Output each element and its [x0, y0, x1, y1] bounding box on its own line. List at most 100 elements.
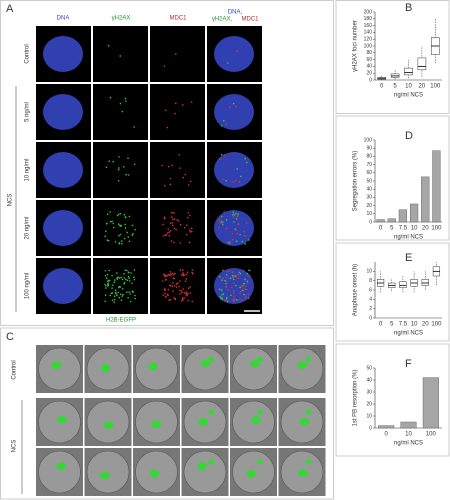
chromatin	[208, 459, 215, 465]
focus	[133, 276, 135, 279]
focus	[242, 289, 244, 292]
focus	[235, 299, 238, 301]
focus	[104, 300, 106, 303]
focus	[174, 298, 177, 301]
focus	[113, 295, 116, 297]
focus	[222, 119, 225, 122]
focus	[129, 300, 132, 303]
focus	[165, 278, 168, 281]
nucleus	[43, 268, 83, 304]
focus	[127, 157, 129, 160]
bar	[400, 421, 417, 429]
focus	[174, 53, 177, 56]
panel-e-frame	[335, 242, 450, 342]
nucleus	[43, 36, 83, 72]
focus	[119, 233, 122, 236]
focus	[248, 274, 251, 277]
focus	[167, 228, 170, 230]
focus	[126, 291, 128, 293]
focus	[225, 227, 228, 230]
focus	[112, 160, 114, 163]
focus	[118, 156, 120, 158]
x-axis-label: ng/ml NCS	[394, 331, 423, 337]
focus	[173, 218, 176, 220]
focus	[127, 174, 130, 176]
focus	[182, 272, 184, 274]
row-label: 5 ng/ml	[25, 102, 31, 122]
focus	[220, 297, 222, 300]
focus	[175, 283, 178, 285]
column-header: γH2AX,	[212, 17, 233, 23]
y-axis-label: Segregation errors (%)	[353, 151, 359, 212]
focus	[175, 102, 177, 105]
x-tick-label: 20	[422, 226, 429, 232]
focus	[130, 272, 132, 274]
panel-label: A	[6, 3, 14, 15]
focus	[235, 240, 238, 243]
y-tick-label: 10	[366, 211, 372, 217]
focus	[163, 216, 166, 219]
focus	[218, 221, 221, 223]
focus	[239, 286, 241, 289]
y-tick-label: 100	[364, 43, 373, 49]
focus	[239, 272, 242, 275]
micrograph	[150, 26, 205, 82]
chromatin	[297, 361, 308, 370]
focus	[241, 240, 244, 243]
focus	[225, 285, 227, 288]
y-tick-label: 2	[369, 306, 372, 312]
nucleus	[43, 152, 83, 188]
focus	[119, 212, 122, 215]
chromatin	[149, 469, 160, 478]
focus	[190, 101, 193, 103]
column-header: MDC1	[169, 16, 187, 22]
focus	[106, 239, 109, 241]
x-tick-label: 7.5	[399, 226, 408, 232]
focus	[226, 270, 229, 273]
focus	[128, 291, 130, 293]
nucleus	[214, 94, 254, 130]
focus	[243, 293, 245, 296]
chromatin	[257, 409, 263, 415]
focus	[181, 269, 184, 271]
focus	[233, 295, 235, 298]
focus	[234, 298, 236, 300]
focus	[239, 233, 241, 236]
focus	[245, 161, 248, 164]
column-header: γH2AX	[112, 16, 131, 22]
focus	[231, 232, 234, 235]
focus	[219, 276, 221, 278]
focus	[170, 274, 172, 276]
focus	[231, 286, 233, 289]
focus	[107, 45, 110, 47]
focus	[218, 158, 221, 160]
focus	[119, 293, 122, 296]
focus	[182, 273, 185, 276]
x-axis-label: ng/ml NCS	[394, 441, 423, 447]
focus	[183, 297, 185, 299]
focus	[128, 215, 131, 218]
focus	[232, 298, 235, 301]
focus	[121, 295, 124, 297]
focus	[238, 299, 240, 301]
focus	[113, 298, 116, 301]
focus	[171, 224, 174, 227]
bar	[409, 203, 419, 223]
focus	[133, 269, 136, 271]
focus	[221, 294, 223, 296]
focus	[104, 269, 107, 272]
focus	[224, 279, 226, 282]
panel-label: C	[6, 331, 14, 343]
box	[421, 279, 429, 286]
focus	[109, 211, 111, 213]
focus	[231, 271, 234, 273]
focus	[242, 269, 245, 272]
focus	[179, 223, 182, 226]
y-tick-label: 120	[364, 37, 373, 43]
focus	[118, 277, 121, 279]
focus	[220, 153, 223, 156]
focus	[164, 274, 167, 277]
focus	[187, 287, 190, 290]
focus	[115, 272, 118, 274]
focus	[116, 214, 119, 217]
